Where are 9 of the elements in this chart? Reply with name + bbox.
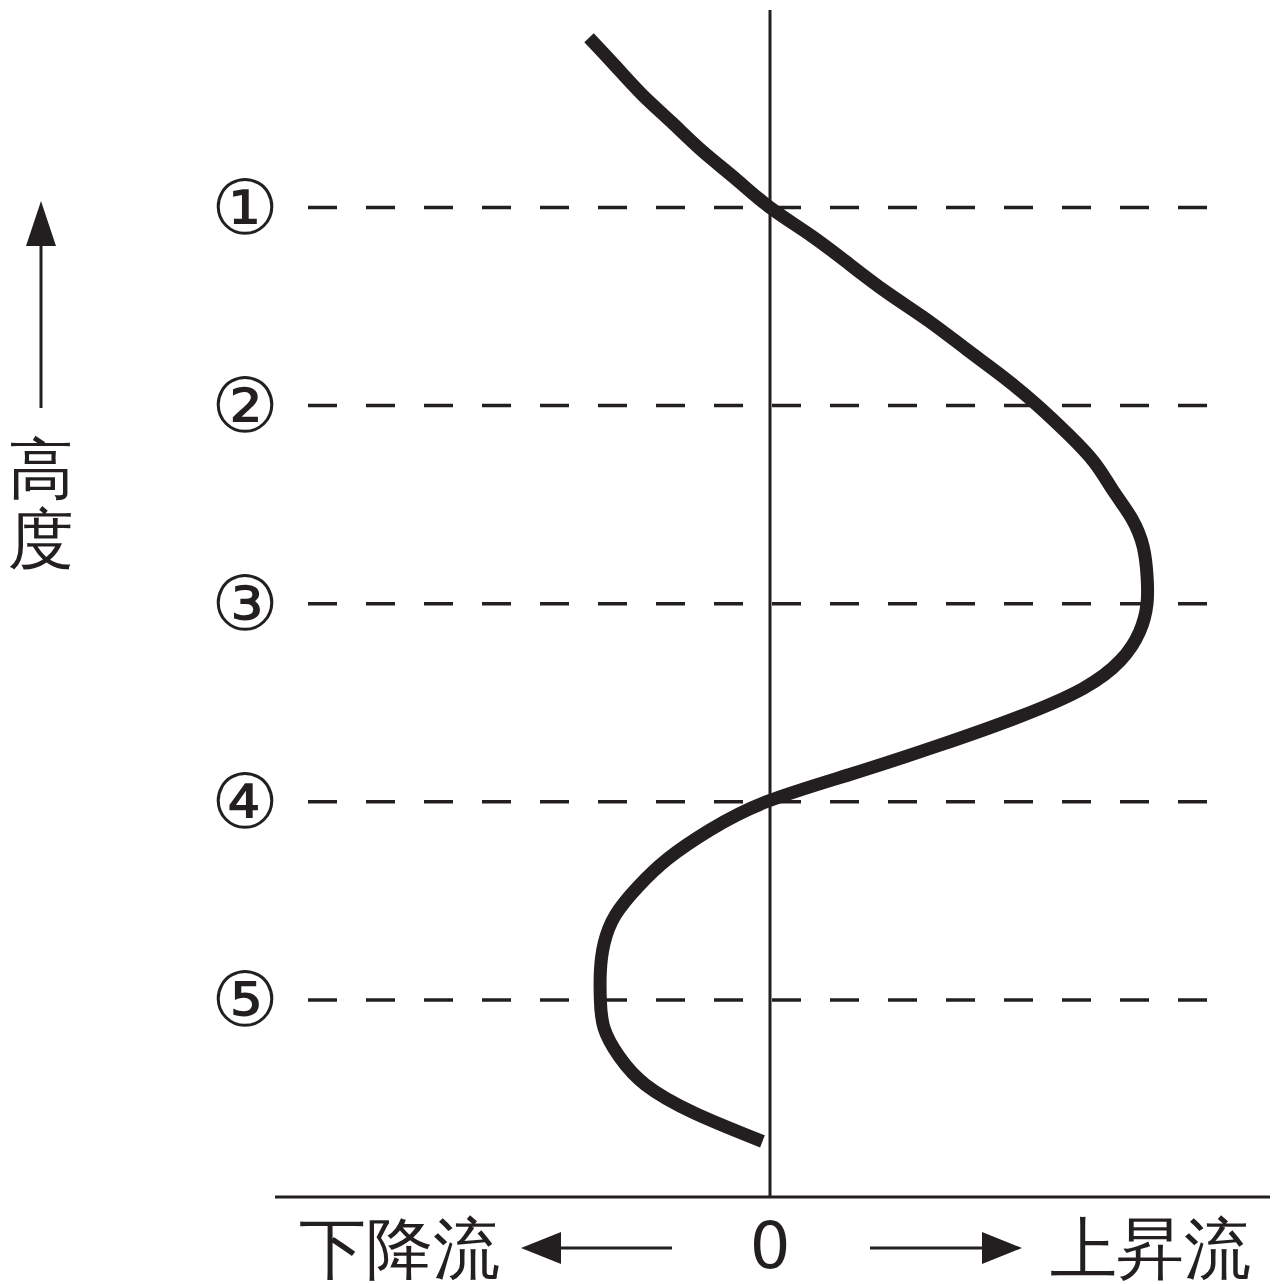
y-axis-title: 高度 [8, 431, 74, 578]
y-tick-label: ① [210, 163, 280, 252]
text: 下降流 [299, 1210, 500, 1284]
ref-line-label: 0 [749, 1209, 791, 1283]
y-tick-label: ⑤ [210, 955, 280, 1045]
text: 上昇流 [1050, 1210, 1251, 1284]
y-tick-label: ② [210, 361, 280, 451]
y-tick-label: ③ [210, 559, 280, 649]
y-tick-label: ④ [210, 757, 280, 847]
